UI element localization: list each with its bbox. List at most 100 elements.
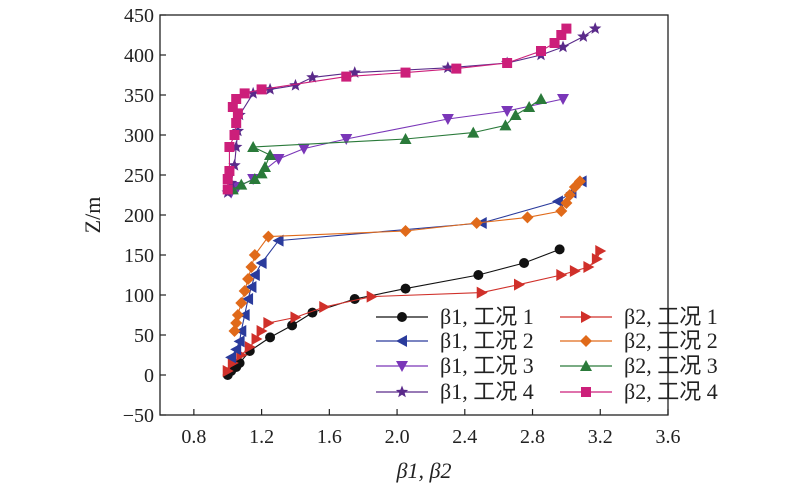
data-point (577, 30, 590, 42)
y-tick-label: 400 (124, 45, 154, 67)
data-point (583, 261, 595, 273)
data-point (225, 351, 237, 364)
series-case2-beta2 (228, 175, 586, 337)
y-tick-label: 150 (124, 245, 154, 267)
y-tick-label: 200 (124, 205, 154, 227)
legend-item: β1, 工况 4 (376, 379, 534, 404)
data-point (248, 173, 261, 184)
data-point (265, 332, 276, 343)
data-point (556, 30, 567, 40)
legend: β1, 工况 1 β2, 工况 1 β1, 工况 2 β2, 工况 2 β1, 工况 3… (376, 304, 718, 404)
legend-marker (397, 312, 407, 322)
y-tick-label: 100 (124, 285, 154, 307)
y-tick-label: −50 (123, 405, 154, 427)
data-point (222, 365, 234, 377)
data-point (441, 61, 455, 74)
series-layer (221, 22, 607, 380)
data-point (502, 58, 513, 68)
x-tick-label: 0.8 (181, 426, 206, 448)
series-case4-beta1 (221, 22, 602, 198)
legend-marker (396, 335, 407, 347)
data-point (573, 175, 586, 188)
data-point (441, 114, 454, 125)
legend-label: β1, 工况 3 (440, 353, 534, 378)
legend-label: β2, 工况 2 (624, 328, 718, 353)
data-point (242, 273, 255, 285)
y-tick-label: 300 (124, 125, 154, 147)
data-point (256, 84, 267, 95)
legend-marker (581, 387, 591, 397)
y-tick-label: 350 (124, 85, 154, 107)
data-point (366, 290, 378, 303)
legend-label: β1, 工况 1 (440, 304, 534, 329)
data-point (235, 178, 248, 190)
data-point (400, 283, 411, 294)
x-tick-label: 2.0 (385, 426, 410, 448)
legend-label: β2, 工况 3 (624, 353, 718, 378)
data-point (229, 130, 240, 140)
data-point (549, 38, 560, 48)
x-tick-label: 3.2 (588, 426, 613, 448)
data-point (400, 67, 411, 78)
data-point (563, 189, 576, 201)
data-point (551, 195, 563, 208)
x-axis-title: β1, β2 (396, 458, 452, 483)
series-case2-beta1 (225, 175, 587, 364)
data-point (231, 309, 244, 321)
y-axis-title: Z/m (80, 197, 105, 234)
data-point (595, 245, 607, 257)
data-point (256, 325, 268, 337)
data-point (555, 205, 568, 217)
data-point (228, 158, 241, 171)
y-tick-label: 250 (124, 165, 154, 187)
y-tick-label: 50 (134, 325, 154, 347)
data-point (297, 143, 310, 155)
data-point (222, 184, 233, 195)
data-point (238, 309, 250, 321)
axes-layer: −50 0 50 100 150 200 250 300 350 400 450 0.8 1.2 1.6 2… (80, 5, 681, 483)
data-point (263, 82, 277, 95)
x-tick-label: 2.8 (520, 426, 545, 448)
legend-marker (396, 361, 408, 372)
data-point (251, 333, 263, 345)
data-point (255, 257, 267, 269)
y-tick-label: 0 (144, 365, 154, 387)
data-point (561, 23, 572, 34)
data-point (235, 297, 248, 309)
data-point (349, 294, 360, 304)
data-point (227, 102, 238, 112)
data-point (557, 94, 570, 105)
x-tick-label: 2.4 (452, 426, 477, 448)
legend-marker (580, 360, 592, 371)
data-point (245, 261, 258, 273)
data-point (264, 149, 277, 160)
data-point (399, 225, 412, 237)
data-point (242, 293, 254, 305)
data-point (319, 301, 331, 313)
series-case1-beta2 (222, 245, 607, 377)
legend-item: β1, 工况 2 (376, 328, 534, 353)
data-point (306, 70, 319, 83)
data-point (230, 317, 243, 329)
data-point (501, 106, 514, 117)
legend-item: β2, 工况 1 (560, 304, 718, 329)
data-point (470, 217, 483, 229)
series-line (227, 250, 601, 372)
x-tick-label: 1.6 (317, 426, 342, 448)
data-point (235, 325, 247, 337)
data-point (247, 141, 260, 152)
data-point (233, 335, 245, 348)
legend-item: β2, 工况 4 (560, 379, 718, 404)
data-point (262, 230, 275, 243)
data-point (591, 253, 603, 265)
legend-item: β2, 工况 3 (560, 353, 718, 378)
data-point (519, 258, 530, 268)
legend-marker (580, 335, 592, 347)
data-point (341, 71, 352, 82)
data-point (248, 269, 260, 281)
data-point (399, 133, 412, 144)
data-point (263, 317, 275, 329)
data-point (348, 66, 361, 78)
